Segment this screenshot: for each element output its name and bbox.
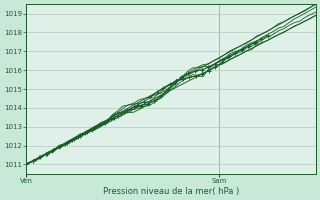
X-axis label: Pression niveau de la mer( hPa ): Pression niveau de la mer( hPa ) (103, 187, 239, 196)
